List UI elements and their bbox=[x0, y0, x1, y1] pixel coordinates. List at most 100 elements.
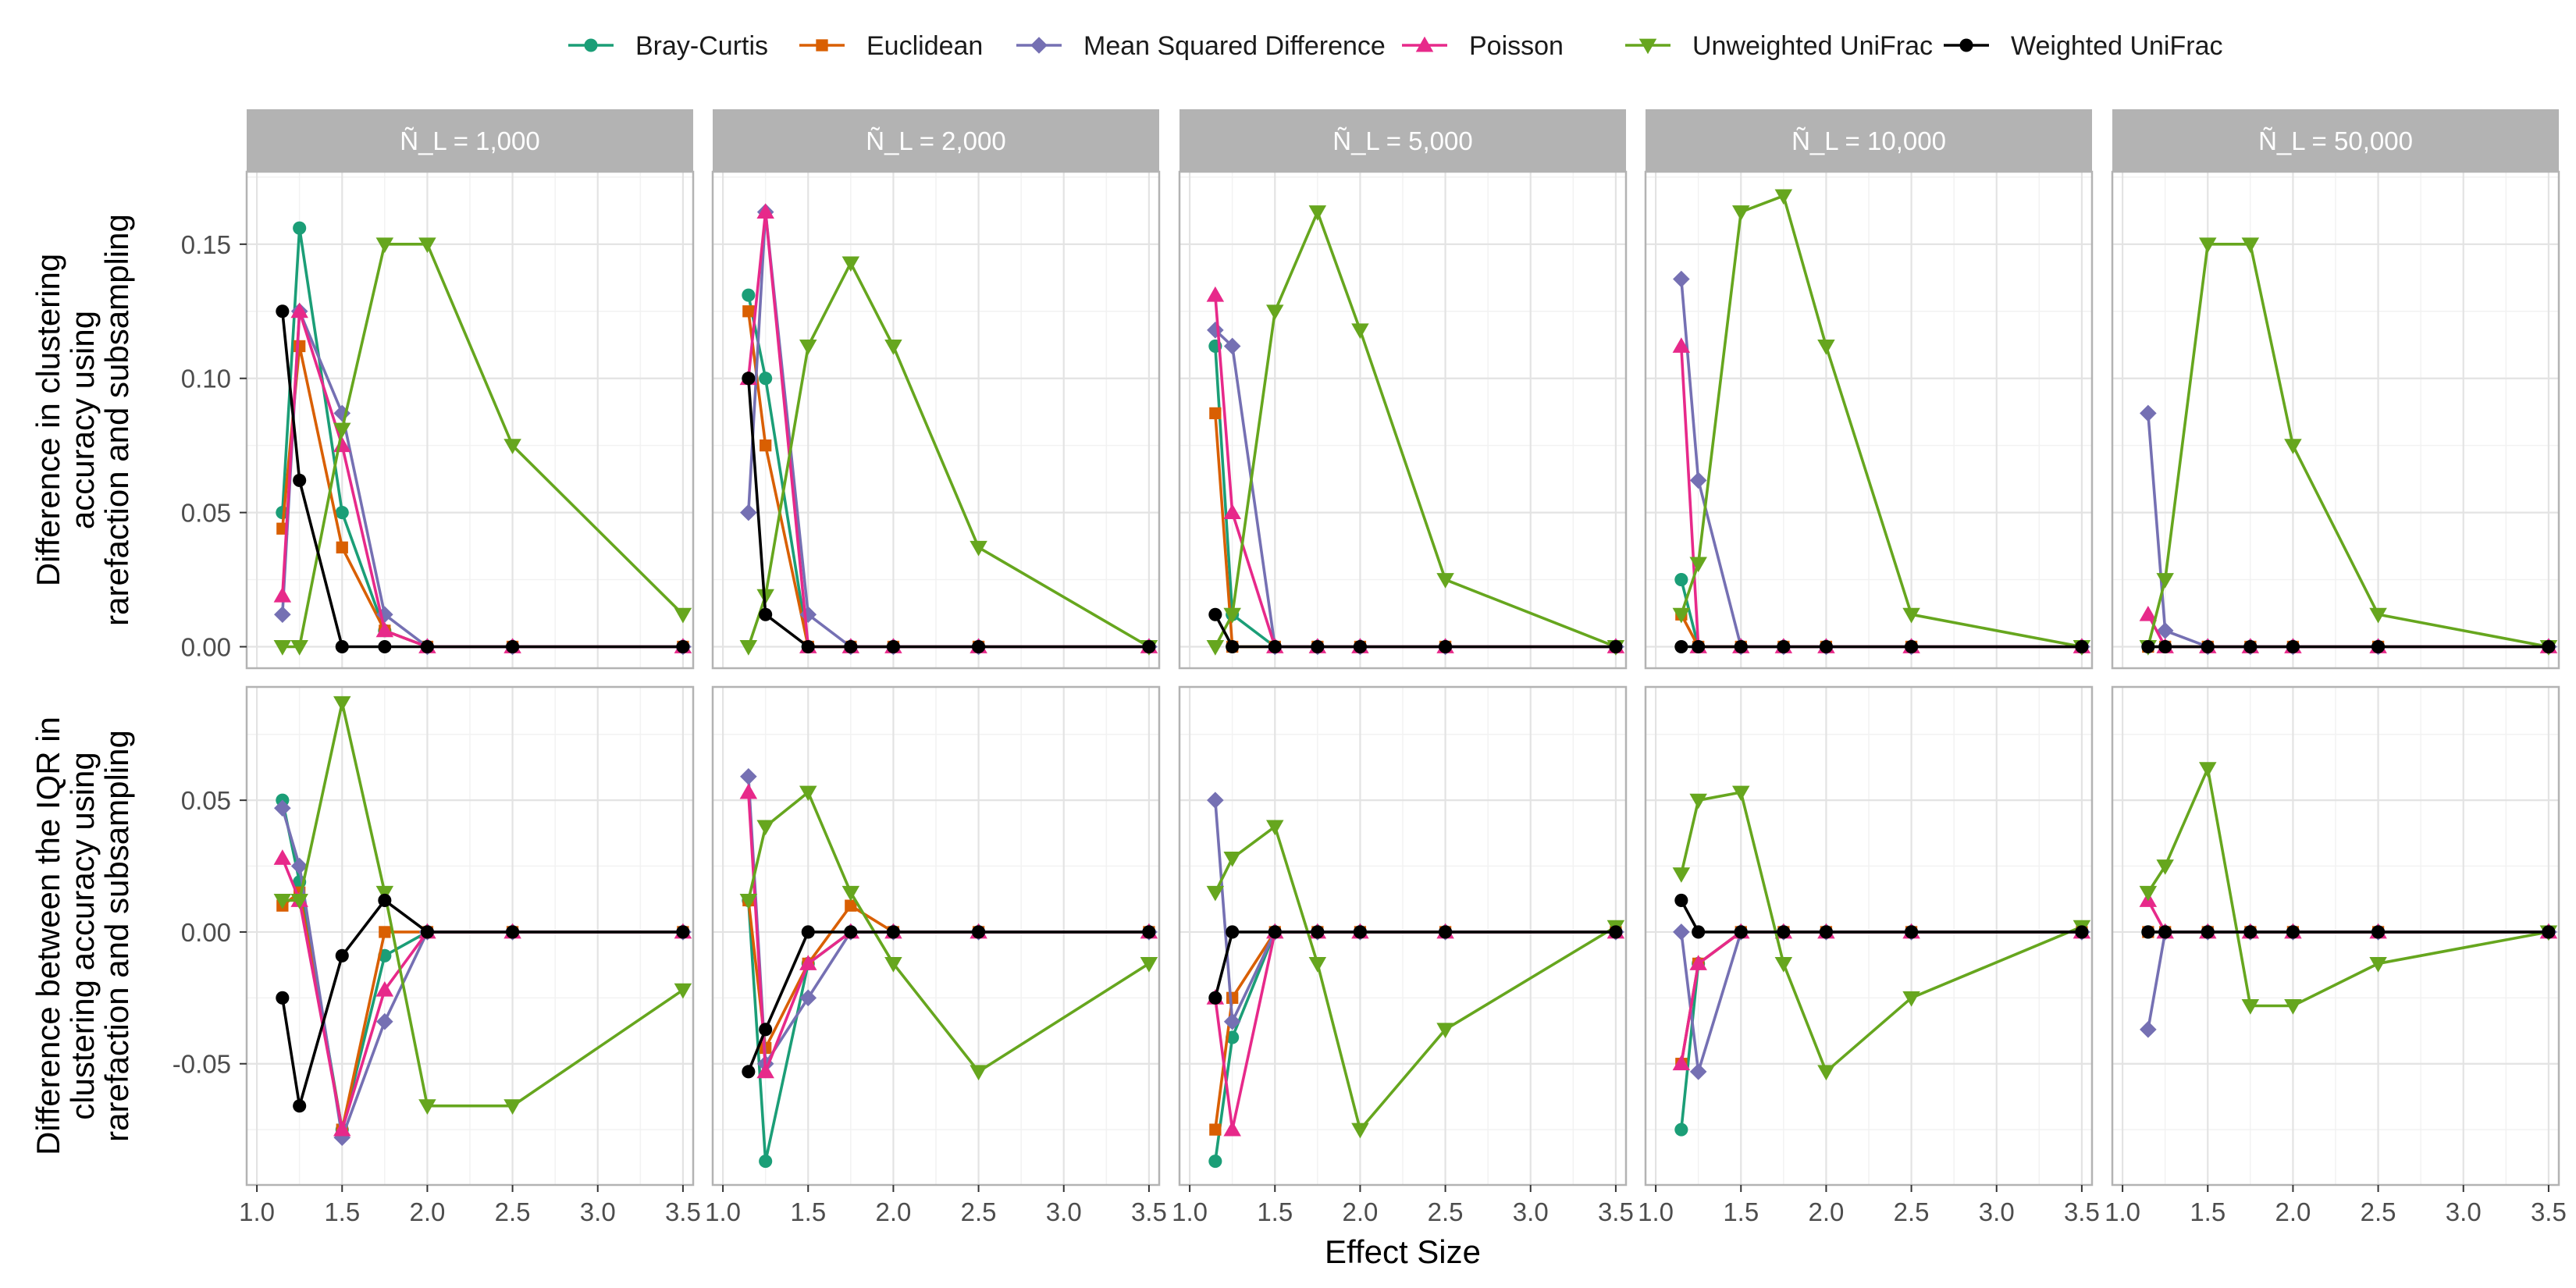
data-point bbox=[1208, 991, 1222, 1005]
data-point bbox=[2371, 925, 2386, 939]
data-point bbox=[293, 1099, 307, 1113]
data-point bbox=[1439, 925, 1453, 939]
x-tick-label: 3.0 bbox=[1046, 1197, 1082, 1226]
data-point bbox=[2243, 925, 2258, 939]
legend-label: Poisson bbox=[1469, 31, 1564, 61]
facet-strip-label: Ñ_L = 5,000 bbox=[1332, 126, 1473, 155]
data-point bbox=[844, 925, 858, 939]
y-tick-label: 0.05 bbox=[181, 786, 231, 815]
data-point bbox=[742, 372, 756, 386]
data-point bbox=[1268, 639, 1282, 654]
legend-key-marker bbox=[1638, 38, 1657, 55]
data-point bbox=[799, 340, 817, 355]
data-point bbox=[1905, 639, 1919, 654]
facet-strip-background bbox=[2112, 109, 2559, 172]
data-point bbox=[2542, 925, 2556, 939]
data-point bbox=[376, 1012, 393, 1030]
data-point bbox=[1206, 885, 1225, 902]
y-tick-label: 0.00 bbox=[181, 918, 231, 947]
facet-panel: 1.0 1.5 2.0 2.5 3.0 3.5 bbox=[239, 685, 701, 1226]
x-tick-label: 2.0 bbox=[409, 1197, 445, 1226]
series bbox=[1206, 205, 1625, 656]
legend-item: Mean Squared Difference bbox=[1016, 31, 1386, 61]
data-point bbox=[1689, 955, 1707, 970]
data-point bbox=[2199, 762, 2217, 777]
data-point bbox=[1817, 1065, 1835, 1081]
panel-border bbox=[2111, 170, 2560, 670]
data-point bbox=[676, 925, 690, 939]
data-point bbox=[1689, 793, 1707, 809]
legend-key-marker bbox=[816, 39, 828, 52]
panel-border bbox=[2111, 685, 2560, 1187]
data-point bbox=[1609, 925, 1623, 939]
x-axis-title: Effect Size bbox=[1325, 1233, 1481, 1270]
data-point bbox=[503, 439, 521, 454]
data-point bbox=[1226, 639, 1240, 654]
x-tick-label: 3.5 bbox=[2064, 1197, 2100, 1226]
legend-label: Mean Squared Difference bbox=[1083, 31, 1386, 61]
data-point bbox=[333, 422, 351, 439]
x-tick-label: 1.0 bbox=[1638, 1197, 1674, 1226]
data-point bbox=[1692, 639, 1706, 654]
data-point bbox=[2284, 999, 2302, 1015]
x-tick-label: 1.5 bbox=[324, 1197, 360, 1226]
data-point bbox=[335, 639, 349, 654]
x-tick-label: 1.0 bbox=[705, 1197, 741, 1226]
facet-panel bbox=[1644, 170, 2094, 670]
legend-item: Bray-Curtis bbox=[568, 31, 768, 61]
data-point bbox=[740, 503, 757, 521]
data-point bbox=[1266, 820, 1284, 836]
data-point bbox=[506, 639, 520, 654]
y-axis-title: Difference between the IQR inclustering … bbox=[30, 717, 135, 1155]
data-point bbox=[1732, 785, 1750, 802]
data-point bbox=[1353, 639, 1367, 654]
data-point bbox=[756, 820, 774, 836]
data-point bbox=[1674, 639, 1688, 654]
data-point bbox=[2139, 885, 2158, 902]
legend-label: Unweighted UniFrac bbox=[1692, 31, 1933, 61]
data-point bbox=[276, 506, 290, 520]
data-point bbox=[1206, 640, 1225, 656]
data-point bbox=[2156, 622, 2174, 639]
data-point bbox=[739, 783, 758, 799]
data-point bbox=[1436, 573, 1454, 589]
data-point bbox=[273, 893, 292, 909]
data-point bbox=[1223, 1120, 1241, 1137]
data-point bbox=[375, 621, 394, 638]
facet-strip-background bbox=[713, 109, 1159, 172]
data-point bbox=[1266, 304, 1284, 321]
x-tick-label: 2.5 bbox=[1894, 1197, 1930, 1226]
data-point bbox=[970, 540, 987, 557]
data-point bbox=[375, 980, 394, 997]
legend-item: Unweighted UniFrac bbox=[1625, 31, 1933, 61]
legend-item: Poisson bbox=[1402, 31, 1564, 61]
data-point bbox=[375, 885, 394, 902]
data-point bbox=[1689, 557, 1707, 573]
facet-panel: 1.0 1.5 2.0 2.5 3.0 3.5 bbox=[1638, 685, 2100, 1226]
data-point bbox=[335, 506, 349, 520]
series bbox=[1674, 893, 2089, 939]
legend-label: Bray-Curtis bbox=[635, 31, 768, 61]
data-point bbox=[674, 607, 692, 624]
data-point bbox=[335, 948, 349, 962]
legend-label: Euclidean bbox=[866, 31, 983, 61]
data-point bbox=[2140, 1021, 2157, 1038]
data-point bbox=[1207, 322, 1224, 339]
data-point bbox=[1774, 189, 1793, 205]
data-point bbox=[1777, 639, 1791, 654]
series bbox=[273, 696, 692, 1115]
data-point bbox=[1351, 323, 1369, 340]
data-point bbox=[333, 1120, 351, 1137]
series bbox=[1674, 639, 2089, 654]
facet-panel: 1.0 1.5 2.0 2.5 3.0 3.5 bbox=[2105, 685, 2567, 1226]
data-point bbox=[2542, 639, 2556, 654]
panel-border bbox=[1178, 170, 1628, 670]
y-axis-title-line: rarefaction and subsampling bbox=[98, 730, 135, 1142]
data-point bbox=[378, 639, 392, 654]
data-point bbox=[760, 439, 772, 452]
data-point bbox=[1817, 340, 1835, 355]
x-tick-label: 2.5 bbox=[961, 1197, 997, 1226]
legend-key-marker bbox=[1030, 37, 1048, 54]
data-point bbox=[674, 983, 692, 999]
data-point bbox=[759, 1155, 773, 1169]
